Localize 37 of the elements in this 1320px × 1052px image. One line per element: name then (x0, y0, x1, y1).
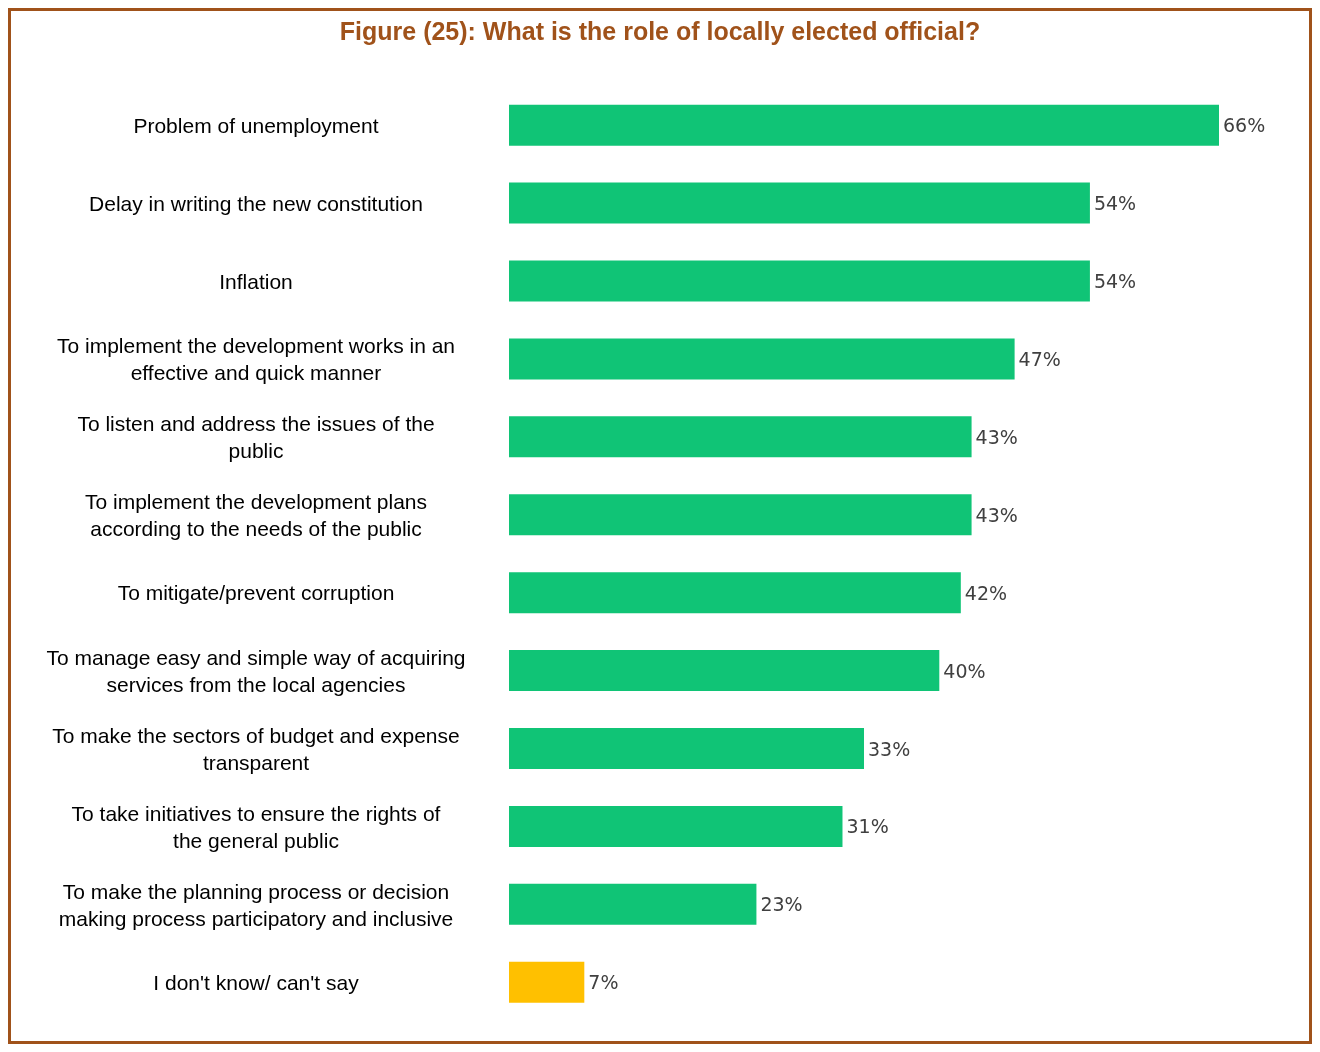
bar (509, 961, 585, 1003)
y-tick-label: To make the planning process or decision making process participatory and inclusive (58, 879, 454, 930)
bar (509, 728, 864, 770)
data-label: 40% (943, 659, 986, 682)
bar (509, 650, 940, 692)
data-label: 66% (1223, 114, 1266, 137)
data-label: 54% (1093, 270, 1137, 293)
bar (509, 494, 972, 536)
data-label: 23% (760, 893, 803, 916)
bar (509, 883, 757, 925)
bar (509, 805, 843, 847)
y-tick-label: Problem of unemployment (133, 113, 379, 137)
bar (509, 338, 1015, 380)
chart-title: Figure (25): What is the role of locally elected official? (338, 17, 982, 46)
data-label: 54% (1093, 192, 1137, 215)
y-tick-label: To manage easy and simple way of acquiring services from the local agencies (46, 645, 466, 696)
data-label: 42% (964, 581, 1008, 604)
y-tick-label: Delay in writing the new constitution (89, 191, 423, 215)
bar (509, 260, 1090, 302)
data-label: 43% (975, 503, 1018, 526)
y-tick-label: I don't know/ can't say (153, 970, 360, 994)
bar (509, 104, 1219, 146)
bar (509, 572, 961, 614)
y-tick-label: To take initiatives to ensure the rights of the general public (71, 801, 441, 852)
y-tick-label: To mitigate/prevent corruption (117, 580, 395, 604)
bar (509, 182, 1090, 224)
data-label: 7% (588, 971, 619, 994)
data-label: 47% (1018, 347, 1061, 370)
data-label: 31% (846, 815, 889, 838)
data-label: 33% (868, 737, 911, 760)
y-tick-label: To make the sectors of budget and expense transparent (52, 723, 460, 774)
y-tick-label: To implement the development plans according to the needs of the public (84, 489, 428, 540)
y-tick-label: Inflation (219, 269, 293, 293)
data-label: 43% (975, 425, 1018, 448)
y-tick-label: To implement the development works in an effective and quick manner (56, 333, 456, 384)
bar (509, 416, 972, 458)
y-tick-label: To listen and address the issues of the public (77, 411, 435, 462)
